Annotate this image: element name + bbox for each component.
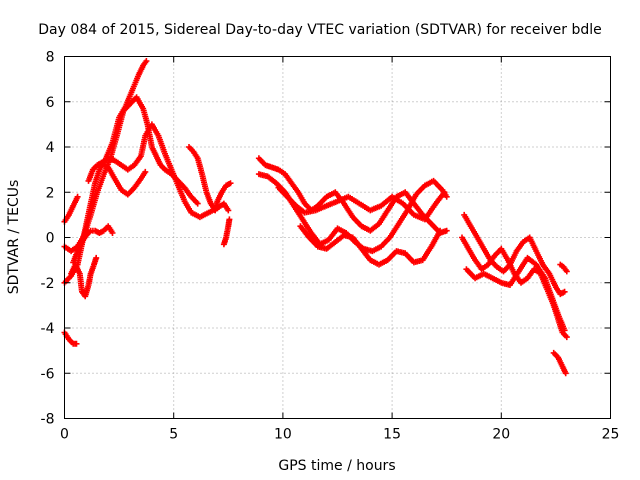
x-tick-label: 0	[60, 427, 69, 443]
series-track-n	[275, 184, 448, 223]
y-tick-label: 0	[46, 231, 55, 247]
plus-markers	[297, 223, 444, 268]
series-track-s	[557, 261, 570, 275]
x-tick-label: 20	[492, 427, 510, 443]
plus-markers	[557, 261, 570, 275]
x-axis-ticks: 0 5 10 15 20 25	[60, 56, 620, 443]
y-tick-label: 8	[46, 50, 55, 66]
series-track-f	[186, 144, 234, 214]
plus-markers	[550, 349, 569, 377]
series-track-o	[461, 211, 568, 298]
series-track-r	[550, 349, 569, 377]
series-track-h	[70, 223, 116, 266]
y-tick-label: -2	[41, 276, 55, 292]
x-axis-label: GPS time / hours	[278, 458, 395, 474]
x-tick-label: 10	[274, 427, 292, 443]
y-tick-label: 4	[46, 140, 55, 156]
plus-markers	[220, 216, 233, 248]
plus-markers	[68, 254, 100, 300]
y-tick-label: -8	[41, 412, 55, 428]
chart-title: Day 084 of 2015, Sidereal Day-to-day VTE…	[38, 22, 602, 38]
y-tick-label: 2	[46, 185, 55, 201]
series-track-i	[68, 254, 100, 300]
series-track-g	[220, 216, 233, 248]
plus-markers	[98, 159, 149, 198]
plus-markers	[463, 254, 568, 334]
x-tick-label: 5	[169, 427, 178, 443]
plus-markers	[70, 223, 116, 266]
series-track-e	[98, 159, 149, 198]
series-track-m	[297, 223, 444, 268]
plus-markers	[461, 211, 568, 298]
series-track-q	[463, 254, 568, 334]
x-tick-label: 25	[602, 427, 620, 443]
y-tick-label: -4	[41, 321, 55, 337]
y-axis-ticks: -8 -6 -4 -2 0 2 4 6 8	[41, 50, 611, 428]
y-tick-label: 6	[46, 95, 55, 111]
plus-markers	[186, 144, 234, 214]
y-tick-label: -6	[41, 366, 55, 382]
x-tick-label: 15	[383, 427, 401, 443]
plus-markers	[275, 184, 448, 223]
y-axis-label: SDTVAR / TECUs	[6, 180, 22, 295]
